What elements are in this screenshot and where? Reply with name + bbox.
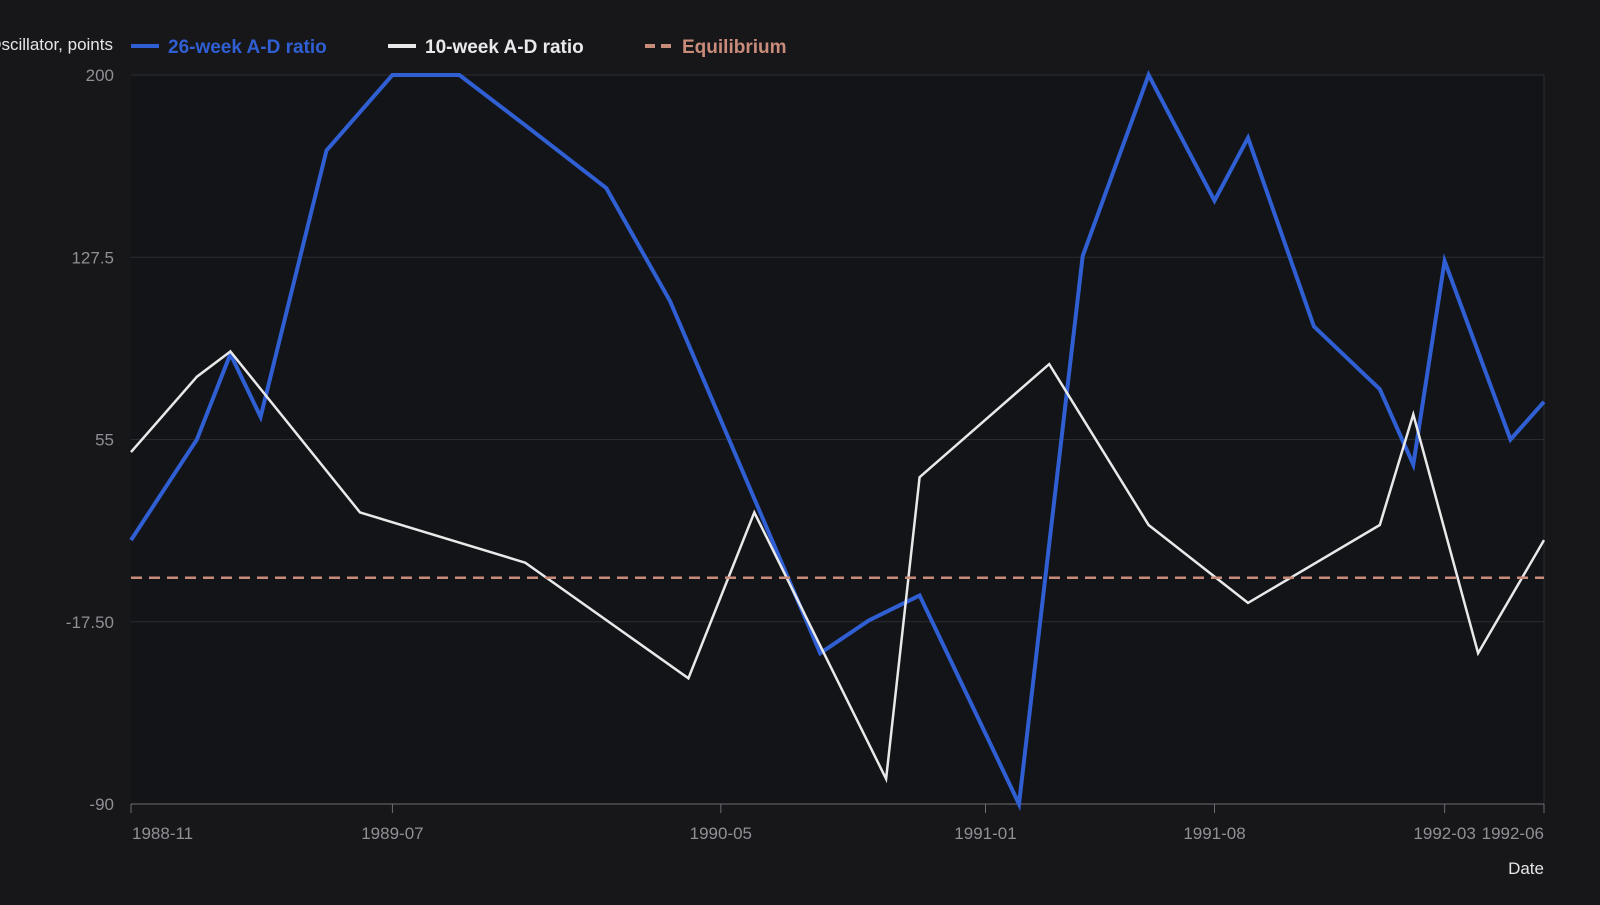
series-26-week-line (129, 70, 1546, 812)
series-lines (129, 70, 1546, 812)
x-tick-label: 1990-05 (690, 824, 752, 843)
legend: 26-week A-D ratio 10-week A-D ratio Equili… (131, 37, 787, 58)
legend-label: 26-week A-D ratio (168, 37, 327, 58)
y-tick-label: 127.5 (71, 248, 114, 267)
axes: 200 127.5 55 -17.50 -90 1988-11 1989-07 1990-05… (66, 66, 1545, 843)
y-tick-label: -17.50 (66, 613, 114, 632)
x-tick-label: 1989-07 (361, 824, 423, 843)
x-tick-label: 1992-03 (1413, 824, 1475, 843)
y-axis-title: Oscillator, points (0, 35, 113, 54)
legend-label: 10-week A-D ratio (425, 37, 584, 58)
x-tick-label: 1991-01 (954, 824, 1016, 843)
x-tick-label: 1988-11 (132, 824, 193, 843)
grid-lines (131, 74, 1545, 805)
x-tick-label: 1992-06 (1482, 824, 1544, 843)
y-tick-label: 200 (86, 66, 114, 85)
y-tick-label: -90 (89, 795, 114, 814)
legend-label: Equilibrium (682, 37, 787, 58)
x-axis-title: Date (1508, 859, 1544, 878)
x-tick-label: 1991-08 (1183, 824, 1245, 843)
series-10-week-line (130, 349, 1546, 784)
y-tick-label: 55 (95, 431, 114, 450)
